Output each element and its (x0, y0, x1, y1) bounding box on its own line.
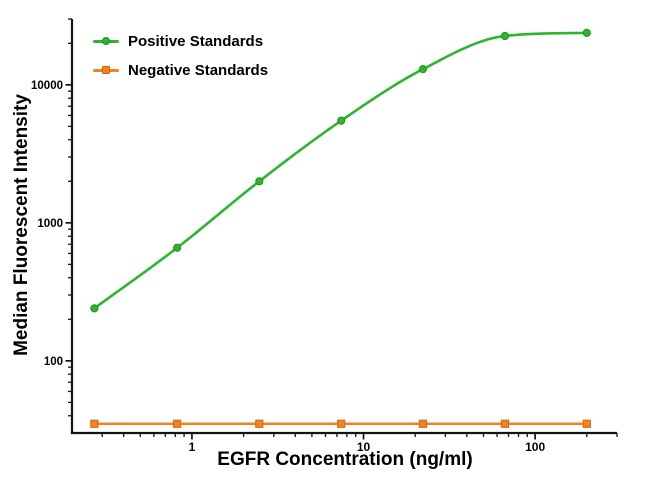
data-point-circle-icon (418, 65, 428, 74)
data-point-square-icon (418, 419, 428, 428)
legend-label-positive: Positive Standards (128, 32, 264, 50)
legend-marker-circle-icon (102, 37, 110, 45)
data-point-square-icon (337, 419, 346, 428)
legend-item-negative-standards: Negative Standards (93, 60, 268, 80)
y-axis-title: Median Fluorescent Intensity (11, 94, 32, 356)
y-tick-label: 1000 (37, 218, 63, 230)
data-point-circle-icon (173, 243, 182, 252)
data-point-circle-icon (255, 177, 264, 186)
x-axis-title: EGFR Concentration (ng/ml) (217, 449, 473, 470)
legend-marker-square-icon (102, 66, 110, 74)
data-point-square-icon (500, 419, 510, 428)
data-point-circle-icon (90, 304, 99, 313)
x-tick-label: 1 (189, 440, 196, 454)
x-tick-label: 10 (357, 440, 371, 454)
legend-item-positive-standards: Positive Standards (93, 31, 268, 51)
legend-swatch-positive (93, 31, 119, 51)
y-tick-label: 10000 (31, 80, 63, 92)
x-tick-label: 100 (525, 440, 545, 454)
data-point-square-icon (173, 419, 182, 428)
legend-label-negative: Negative Standards (128, 61, 269, 79)
data-point-square-icon (582, 419, 591, 428)
data-point-circle-icon (337, 116, 346, 125)
legend-swatch-negative (93, 60, 119, 80)
legend: Positive Standards Negative Standards (93, 31, 268, 80)
data-point-circle-icon (500, 31, 510, 41)
data-point-square-icon (255, 419, 264, 428)
y-tick-label: 100 (44, 356, 63, 368)
data-point-circle-icon (582, 28, 591, 37)
data-point-square-icon (90, 419, 99, 428)
